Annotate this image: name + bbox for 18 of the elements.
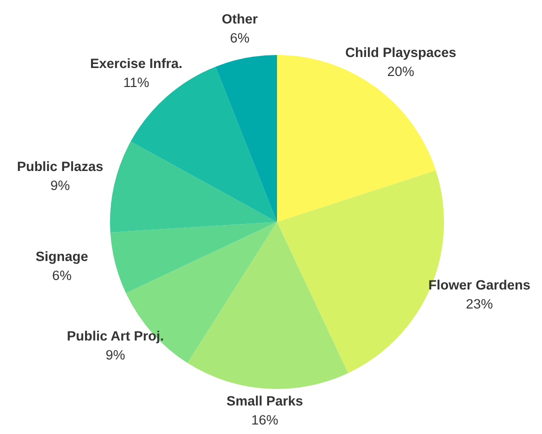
slice-label: Child Playspaces (345, 44, 456, 60)
data-label: 6% (230, 30, 250, 46)
slice-label: Public Plazas (16, 158, 104, 174)
data-label: 16% (251, 412, 278, 428)
pie-slice (110, 142, 277, 232)
pie-slice (188, 222, 348, 389)
slice-label: Signage (36, 248, 89, 264)
data-label: 23% (466, 296, 493, 312)
data-label: 9% (106, 348, 126, 363)
data-label: 11% (123, 75, 150, 90)
slice-label: Other (222, 11, 259, 26)
data-label: 20% (387, 64, 414, 79)
pie-slice (110, 222, 277, 294)
pie-slice (216, 55, 277, 222)
slice-label: Small Parks (226, 394, 304, 409)
data-label: 6% (52, 268, 72, 283)
slice-label: Exercise Infra. (90, 56, 182, 72)
data-label: 9% (50, 178, 70, 193)
